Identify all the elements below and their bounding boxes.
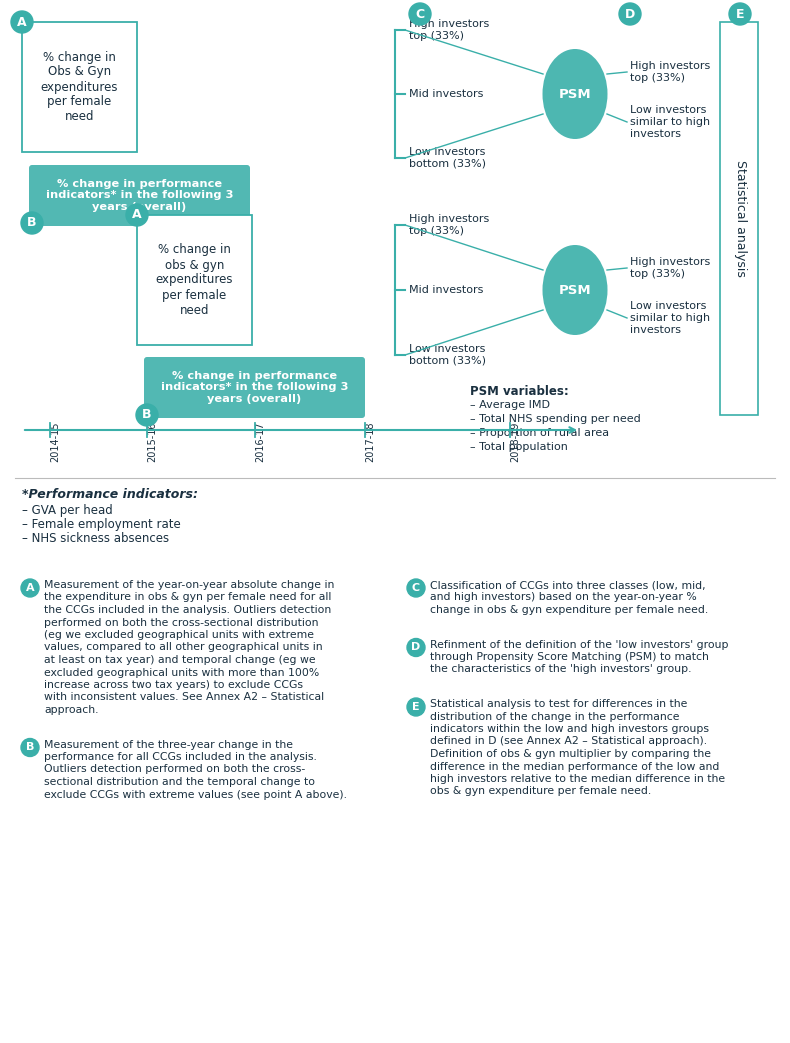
Text: – NHS sickness absences: – NHS sickness absences <box>22 532 169 545</box>
Text: Low investors
similar to high
investors: Low investors similar to high investors <box>630 301 710 335</box>
Text: % change in
obs & gyn
expenditures
per female
need: % change in obs & gyn expenditures per f… <box>156 243 233 316</box>
Text: and high investors) based on the year-on-year %: and high investors) based on the year-on… <box>430 592 697 603</box>
Circle shape <box>21 212 43 234</box>
Circle shape <box>407 698 425 715</box>
Text: Low investors
bottom (33%): Low investors bottom (33%) <box>409 147 486 169</box>
Text: Mid investors: Mid investors <box>409 89 483 99</box>
Text: High investors
top (33%): High investors top (33%) <box>409 214 489 236</box>
Text: through Propensity Score Matching (PSM) to match: through Propensity Score Matching (PSM) … <box>430 652 709 662</box>
Text: performance for all CCGs included in the analysis.: performance for all CCGs included in the… <box>44 752 317 762</box>
Text: Low investors
similar to high
investors: Low investors similar to high investors <box>630 105 710 139</box>
Text: – Total population: – Total population <box>470 442 568 452</box>
Text: – Female employment rate: – Female employment rate <box>22 518 181 531</box>
Text: – Average IMD: – Average IMD <box>470 401 550 410</box>
Text: C: C <box>412 583 420 593</box>
Text: distribution of the change in the performance: distribution of the change in the perfor… <box>430 711 679 722</box>
Ellipse shape <box>543 49 608 139</box>
Circle shape <box>619 3 641 25</box>
Text: D: D <box>625 7 635 21</box>
Circle shape <box>136 404 158 426</box>
Text: 2017-18: 2017-18 <box>365 421 375 462</box>
Ellipse shape <box>543 245 608 335</box>
Text: E: E <box>412 702 419 712</box>
Text: Low investors
bottom (33%): Low investors bottom (33%) <box>409 344 486 366</box>
Circle shape <box>407 638 425 656</box>
Text: high investors relative to the median difference in the: high investors relative to the median di… <box>430 774 725 784</box>
Circle shape <box>729 3 751 25</box>
Circle shape <box>11 11 33 33</box>
Circle shape <box>21 738 39 756</box>
Text: B: B <box>27 217 37 229</box>
Text: obs & gyn expenditure per female need.: obs & gyn expenditure per female need. <box>430 786 651 797</box>
Text: % change in performance
indicators* in the following 3
years (overall): % change in performance indicators* in t… <box>46 179 233 212</box>
Circle shape <box>409 3 431 25</box>
Text: (eg we excluded geographical units with extreme: (eg we excluded geographical units with … <box>44 630 314 640</box>
Text: exclude CCGs with extreme values (see point A above).: exclude CCGs with extreme values (see po… <box>44 790 347 800</box>
Text: difference in the median performance of the low and: difference in the median performance of … <box>430 761 720 772</box>
Text: indicators within the low and high investors groups: indicators within the low and high inves… <box>430 724 709 734</box>
Text: Outliers detection performed on both the cross-: Outliers detection performed on both the… <box>44 765 305 775</box>
Text: PSM: PSM <box>559 88 591 100</box>
Text: 2015-16: 2015-16 <box>147 421 157 462</box>
Text: % change in performance
indicators* in the following 3
years (overall): % change in performance indicators* in t… <box>160 371 348 404</box>
FancyBboxPatch shape <box>720 22 758 415</box>
Text: 2014-15: 2014-15 <box>50 421 60 462</box>
Text: the CCGs included in the analysis. Outliers detection: the CCGs included in the analysis. Outli… <box>44 605 331 615</box>
Text: B: B <box>142 409 152 421</box>
Text: Refinment of the definition of the 'low investors' group: Refinment of the definition of the 'low … <box>430 639 728 650</box>
Text: the characteristics of the 'high investors' group.: the characteristics of the 'high investo… <box>430 664 691 675</box>
Text: defined in D (see Annex A2 – Statistical approach).: defined in D (see Annex A2 – Statistical… <box>430 736 707 747</box>
Text: High investors
top (33%): High investors top (33%) <box>409 19 489 41</box>
Text: High investors
top (33%): High investors top (33%) <box>630 62 710 82</box>
FancyBboxPatch shape <box>29 165 250 226</box>
Text: 2018-19: 2018-19 <box>510 421 520 462</box>
Text: – Proportion of rural area: – Proportion of rural area <box>470 428 609 438</box>
FancyBboxPatch shape <box>137 215 252 345</box>
Text: with inconsistent values. See Annex A2 – Statistical: with inconsistent values. See Annex A2 –… <box>44 693 324 703</box>
Text: 2016-17: 2016-17 <box>255 421 265 462</box>
Text: the expenditure in obs & gyn per female need for all: the expenditure in obs & gyn per female … <box>44 592 331 603</box>
Text: excluded geographical units with more than 100%: excluded geographical units with more th… <box>44 668 319 678</box>
Circle shape <box>126 204 148 226</box>
Text: values, compared to all other geographical units in: values, compared to all other geographic… <box>44 642 322 653</box>
Circle shape <box>21 579 39 597</box>
Text: % change in
Obs & Gyn
expenditures
per female
need: % change in Obs & Gyn expenditures per f… <box>41 50 118 123</box>
Text: A: A <box>17 16 27 28</box>
Text: Classification of CCGs into three classes (low, mid,: Classification of CCGs into three classe… <box>430 580 705 590</box>
Text: D: D <box>412 642 420 653</box>
Text: High investors
top (33%): High investors top (33%) <box>630 258 710 278</box>
Text: PSM variables:: PSM variables: <box>470 385 569 398</box>
Text: Statistical analysis to test for differences in the: Statistical analysis to test for differe… <box>430 699 687 709</box>
Text: at least on tax year) and temporal change (eg we: at least on tax year) and temporal chang… <box>44 655 316 665</box>
Text: Measurement of the three-year change in the: Measurement of the three-year change in … <box>44 739 293 750</box>
Text: performed on both the cross-sectional distribution: performed on both the cross-sectional di… <box>44 617 318 628</box>
Text: A: A <box>26 583 34 593</box>
Circle shape <box>407 579 425 597</box>
Text: Definition of obs & gyn multiplier by comparing the: Definition of obs & gyn multiplier by co… <box>430 749 711 759</box>
Text: Mid investors: Mid investors <box>409 285 483 295</box>
Text: approach.: approach. <box>44 705 99 715</box>
Text: PSM: PSM <box>559 284 591 296</box>
Text: E: E <box>735 7 744 21</box>
Text: B: B <box>26 743 34 752</box>
Text: C: C <box>416 7 424 21</box>
Text: increase across two tax years) to exclude CCGs: increase across two tax years) to exclud… <box>44 680 303 690</box>
Text: Measurement of the year-on-year absolute change in: Measurement of the year-on-year absolute… <box>44 580 334 590</box>
FancyBboxPatch shape <box>144 357 365 418</box>
Text: change in obs & gyn expenditure per female need.: change in obs & gyn expenditure per fema… <box>430 605 709 615</box>
Text: Statistical analysis: Statistical analysis <box>733 160 747 277</box>
Text: *Performance indicators:: *Performance indicators: <box>22 488 198 501</box>
FancyBboxPatch shape <box>22 22 137 152</box>
Text: – Total NHS spending per need: – Total NHS spending per need <box>470 414 641 425</box>
Text: – GVA per head: – GVA per head <box>22 504 113 517</box>
Text: sectional distribution and the temporal change to: sectional distribution and the temporal … <box>44 777 315 787</box>
Text: A: A <box>132 209 142 221</box>
